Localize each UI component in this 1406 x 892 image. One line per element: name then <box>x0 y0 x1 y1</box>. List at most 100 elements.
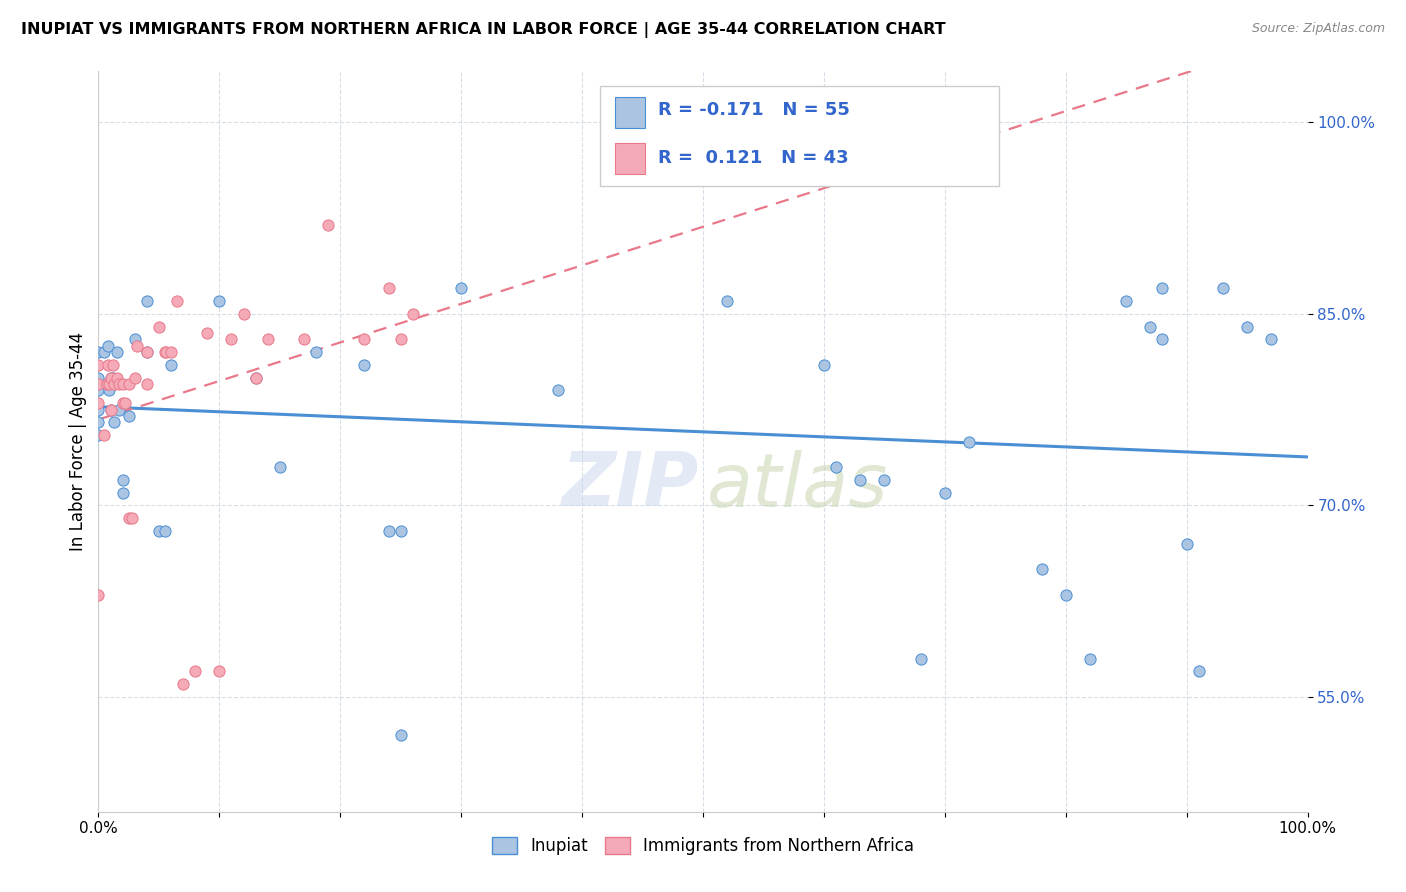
Point <box>1260 333 1282 347</box>
Point <box>108 402 131 417</box>
Point <box>1054 588 1077 602</box>
Point <box>957 434 980 449</box>
Point <box>292 333 315 347</box>
Point <box>87 396 110 410</box>
Point <box>166 294 188 309</box>
Point <box>96 377 118 392</box>
FancyBboxPatch shape <box>614 97 645 128</box>
Point <box>934 485 956 500</box>
Point <box>172 677 194 691</box>
Text: INUPIAT VS IMMIGRANTS FROM NORTHERN AFRICA IN LABOR FORCE | AGE 35-44 CORRELATIO: INUPIAT VS IMMIGRANTS FROM NORTHERN AFRI… <box>21 22 946 38</box>
Y-axis label: In Labor Force | Age 35-44: In Labor Force | Age 35-44 <box>69 332 87 551</box>
Legend: Inupiat, Immigrants from Northern Africa: Inupiat, Immigrants from Northern Africa <box>492 837 914 855</box>
Point <box>135 345 157 359</box>
Point <box>93 345 115 359</box>
Point <box>118 377 141 392</box>
Point <box>87 588 110 602</box>
Point <box>208 294 231 309</box>
Text: R = -0.171   N = 55: R = -0.171 N = 55 <box>658 101 851 120</box>
Point <box>716 294 738 309</box>
Point <box>100 370 122 384</box>
Point <box>1152 333 1174 347</box>
Point <box>97 339 120 353</box>
Point <box>111 377 134 392</box>
Point <box>100 370 122 384</box>
Point <box>101 370 124 384</box>
Point <box>111 485 134 500</box>
Point <box>87 358 110 372</box>
Point <box>101 358 124 372</box>
Point <box>1139 319 1161 334</box>
Point <box>353 358 375 372</box>
Point <box>353 333 375 347</box>
Point <box>155 345 177 359</box>
Point <box>100 402 122 417</box>
Point <box>118 511 141 525</box>
Point <box>195 326 218 340</box>
Point <box>135 294 157 309</box>
Point <box>93 428 115 442</box>
Point <box>849 473 872 487</box>
Point <box>153 524 176 538</box>
Point <box>121 511 143 525</box>
Point <box>547 384 569 398</box>
Point <box>389 524 412 538</box>
Point <box>127 339 149 353</box>
Point <box>105 345 128 359</box>
Point <box>118 409 141 423</box>
Point <box>1236 319 1258 334</box>
Point <box>103 416 125 430</box>
Point <box>87 370 110 384</box>
Point <box>1212 281 1234 295</box>
Point <box>1175 536 1198 550</box>
Point <box>111 473 134 487</box>
Point <box>87 377 110 392</box>
Point <box>825 460 848 475</box>
Point <box>148 524 170 538</box>
Point <box>87 428 110 442</box>
Point <box>1152 281 1174 295</box>
Point <box>135 377 157 392</box>
FancyBboxPatch shape <box>614 143 645 174</box>
Point <box>305 345 328 359</box>
Point <box>377 524 399 538</box>
Point <box>450 281 472 295</box>
Point <box>124 370 146 384</box>
Point <box>87 416 110 430</box>
Point <box>873 473 896 487</box>
Point <box>245 370 267 384</box>
Point <box>124 333 146 347</box>
Text: atlas: atlas <box>707 450 889 522</box>
Point <box>245 370 267 384</box>
Point <box>108 377 131 392</box>
Point <box>232 307 254 321</box>
Point <box>208 665 231 679</box>
Point <box>389 728 412 742</box>
Point <box>153 345 176 359</box>
Point <box>256 333 278 347</box>
Point <box>135 345 157 359</box>
Point <box>87 384 110 398</box>
Point <box>97 358 120 372</box>
Text: Source: ZipAtlas.com: Source: ZipAtlas.com <box>1251 22 1385 36</box>
Point <box>98 377 121 392</box>
Point <box>269 460 291 475</box>
Point <box>100 402 122 417</box>
Point <box>105 370 128 384</box>
Point <box>87 402 110 417</box>
Point <box>148 319 170 334</box>
Point <box>402 307 425 321</box>
Point <box>111 396 134 410</box>
Text: ZIP: ZIP <box>562 450 699 523</box>
Point <box>377 281 399 295</box>
Text: R =  0.121   N = 43: R = 0.121 N = 43 <box>658 149 849 167</box>
Point <box>221 333 243 347</box>
Point <box>1188 665 1211 679</box>
Point <box>1078 651 1101 665</box>
Point <box>910 651 932 665</box>
Point <box>1031 562 1053 576</box>
Point <box>103 377 125 392</box>
Point <box>160 358 183 372</box>
Point <box>114 396 136 410</box>
Point <box>96 377 118 392</box>
